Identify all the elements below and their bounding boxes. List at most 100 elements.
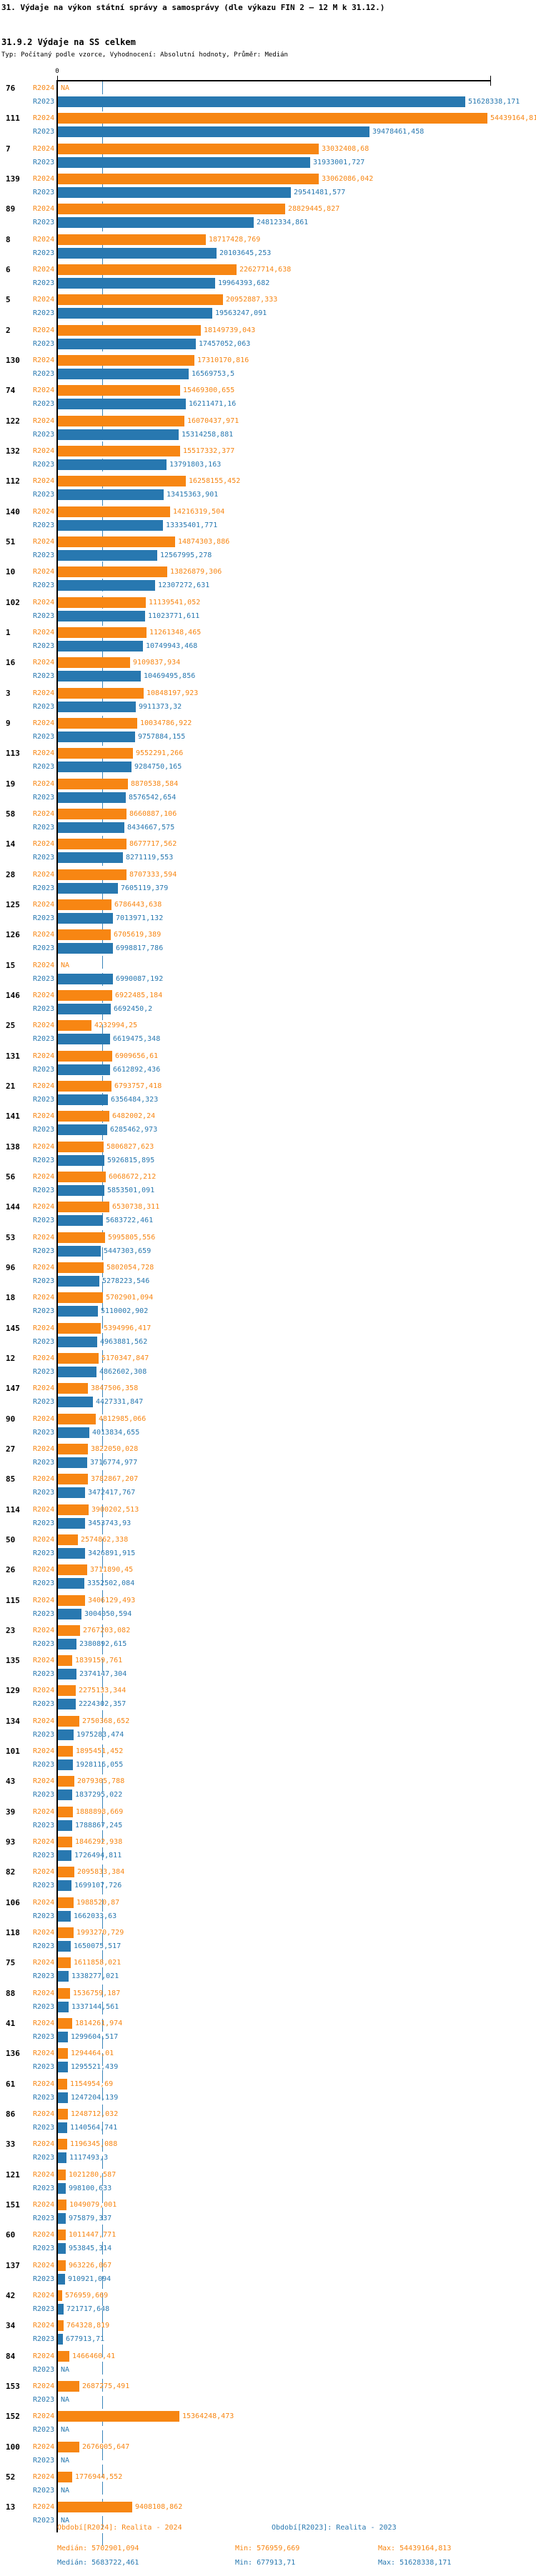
series-label-r2023: R2023: [33, 2305, 55, 2313]
series-label-r2023: R2023: [33, 1882, 55, 1889]
group-id-label: 140: [6, 507, 20, 516]
bar-r2024: [58, 1444, 88, 1454]
bar-r2023: [58, 883, 118, 894]
value-label-r2023: 6692450,2: [114, 1005, 153, 1013]
series-label-r2023: R2023: [33, 2275, 55, 2283]
group-id-label: 12: [6, 1354, 16, 1363]
group-id-label: 15: [6, 961, 16, 970]
value-label-r2024: 9408108,862: [135, 2503, 183, 2511]
value-label-r2024: 5802054,728: [106, 1264, 154, 1272]
value-label-r2023: 1337144,561: [71, 2003, 119, 2011]
value-label-r2024: 2275133,344: [79, 1687, 126, 1694]
series-label-r2024: R2024: [33, 205, 55, 213]
bar-r2024: [58, 1051, 112, 1062]
value-label-r2023: 6356484,323: [111, 1096, 159, 1104]
series-label-r2024: R2024: [33, 840, 55, 848]
value-label-r2024: 8660887,106: [129, 810, 177, 818]
bar-r2023: [58, 702, 136, 712]
series-label-r2023: R2023: [33, 2063, 55, 2071]
value-label-r2024: 6068672,212: [109, 1173, 157, 1181]
series-label-r2024: R2024: [33, 2050, 55, 2057]
value-label-r2023: 1699107,726: [74, 1882, 122, 1889]
bar-r2023: [58, 2243, 66, 2254]
value-label-r2023: 3426891,915: [88, 1549, 136, 1557]
value-label-r2023: 5683722,461: [106, 1217, 154, 1224]
bar-r2023: [58, 339, 196, 349]
legend-period-r2023: Období[R2023]: Realita - 2023: [272, 2524, 397, 2532]
value-label-r2024: 5995805,556: [108, 1234, 156, 1242]
bar-r2024: [58, 748, 133, 759]
bar-r2024: [58, 566, 167, 577]
group-id-label: 129: [6, 1686, 20, 1695]
bar-r2024: [58, 536, 175, 547]
group-id-label: 112: [6, 476, 20, 486]
bar-r2023: [58, 308, 212, 319]
value-label-r2024: 6793757,418: [114, 1082, 162, 1090]
group-id-label: 33: [6, 2140, 16, 2149]
group-id-label: 125: [6, 900, 20, 909]
value-label-r2024: 18149739,043: [204, 326, 256, 334]
bar-r2023: [58, 1185, 104, 1196]
value-label-r2024: 6705619,389: [114, 931, 162, 939]
group-id-label: 75: [6, 1958, 16, 1967]
series-label-r2024: R2024: [33, 1506, 55, 1514]
group-id-label: 6: [6, 265, 11, 274]
stat-min-r2024: Min: 576959,669: [235, 2545, 300, 2552]
series-label-r2024: R2024: [33, 296, 55, 304]
value-label-r2023: 4013834,655: [92, 1429, 140, 1437]
value-label-r2023: 4862602,308: [99, 1368, 147, 1376]
bar-r2024: [58, 1474, 88, 1484]
group-id-label: 2: [6, 326, 11, 335]
bar-r2023: [58, 1548, 85, 1559]
bar-r2024: [58, 1142, 104, 1152]
series-label-r2024: R2024: [33, 992, 55, 999]
x-axis-line: [56, 80, 491, 81]
group-id-label: 137: [6, 2261, 20, 2270]
group-id-label: 28: [6, 870, 16, 879]
bar-r2024: [58, 2079, 67, 2090]
value-label-r2024: 11261348,465: [149, 629, 202, 636]
bar-r2023: [58, 1124, 107, 1135]
value-label-r2024: 2687275,491: [82, 2382, 130, 2390]
value-label-r2023: 1662033,63: [74, 1912, 117, 1920]
value-label-r2023: 9284750,165: [134, 763, 182, 771]
value-label-r2024: 11139541,052: [149, 599, 201, 606]
bar-r2024: [58, 264, 237, 275]
bar-r2024: [58, 990, 112, 1001]
bar-r2024: [58, 1414, 96, 1424]
value-label-r2024: 6909656,61: [115, 1052, 159, 1060]
group-id-label: 3: [6, 689, 11, 698]
value-label-r2024: 15517332,377: [183, 447, 235, 455]
series-label-r2024: R2024: [33, 1899, 55, 1907]
bar-r2023: [58, 2032, 68, 2042]
bar-r2024: [58, 325, 201, 336]
series-label-r2024: R2024: [33, 2352, 55, 2360]
value-label-r2023: 6619475,348: [113, 1035, 161, 1043]
bar-r2023: [58, 550, 157, 561]
bar-r2024: [58, 1595, 85, 1606]
value-label-r2023: 2224302,357: [79, 1700, 126, 1708]
bar-r2023: [58, 1306, 98, 1317]
stat-median-r2023: Medián: 5683722,461: [57, 2559, 139, 2567]
bar-r2023: [58, 369, 189, 379]
series-label-r2023: R2023: [33, 2457, 55, 2465]
bar-r2024: [58, 144, 319, 154]
bar-r2023: [58, 2152, 66, 2163]
value-label-r2024: 1814261,974: [75, 2020, 123, 2027]
value-label-r2024: 20952887,333: [226, 296, 278, 304]
bar-r2023: [58, 1246, 101, 1257]
bar-r2023: [58, 2092, 68, 2103]
series-label-r2024: R2024: [33, 145, 55, 153]
series-label-r2024: R2024: [33, 1929, 55, 1937]
value-label-r2023: 20103645,253: [219, 249, 272, 257]
bar-r2023: [58, 126, 369, 137]
bar-r2024: [58, 355, 194, 366]
value-label-r2023: 51628338,171: [468, 98, 520, 106]
bar-r2023: [58, 2213, 66, 2224]
series-label-r2024: R2024: [33, 1838, 55, 1846]
group-id-label: 13: [6, 2502, 16, 2512]
series-label-r2023: R2023: [33, 1035, 55, 1043]
series-label-r2023: R2023: [33, 1731, 55, 1739]
bar-r2024: [58, 1504, 89, 1515]
bar-r2024: [58, 234, 206, 245]
